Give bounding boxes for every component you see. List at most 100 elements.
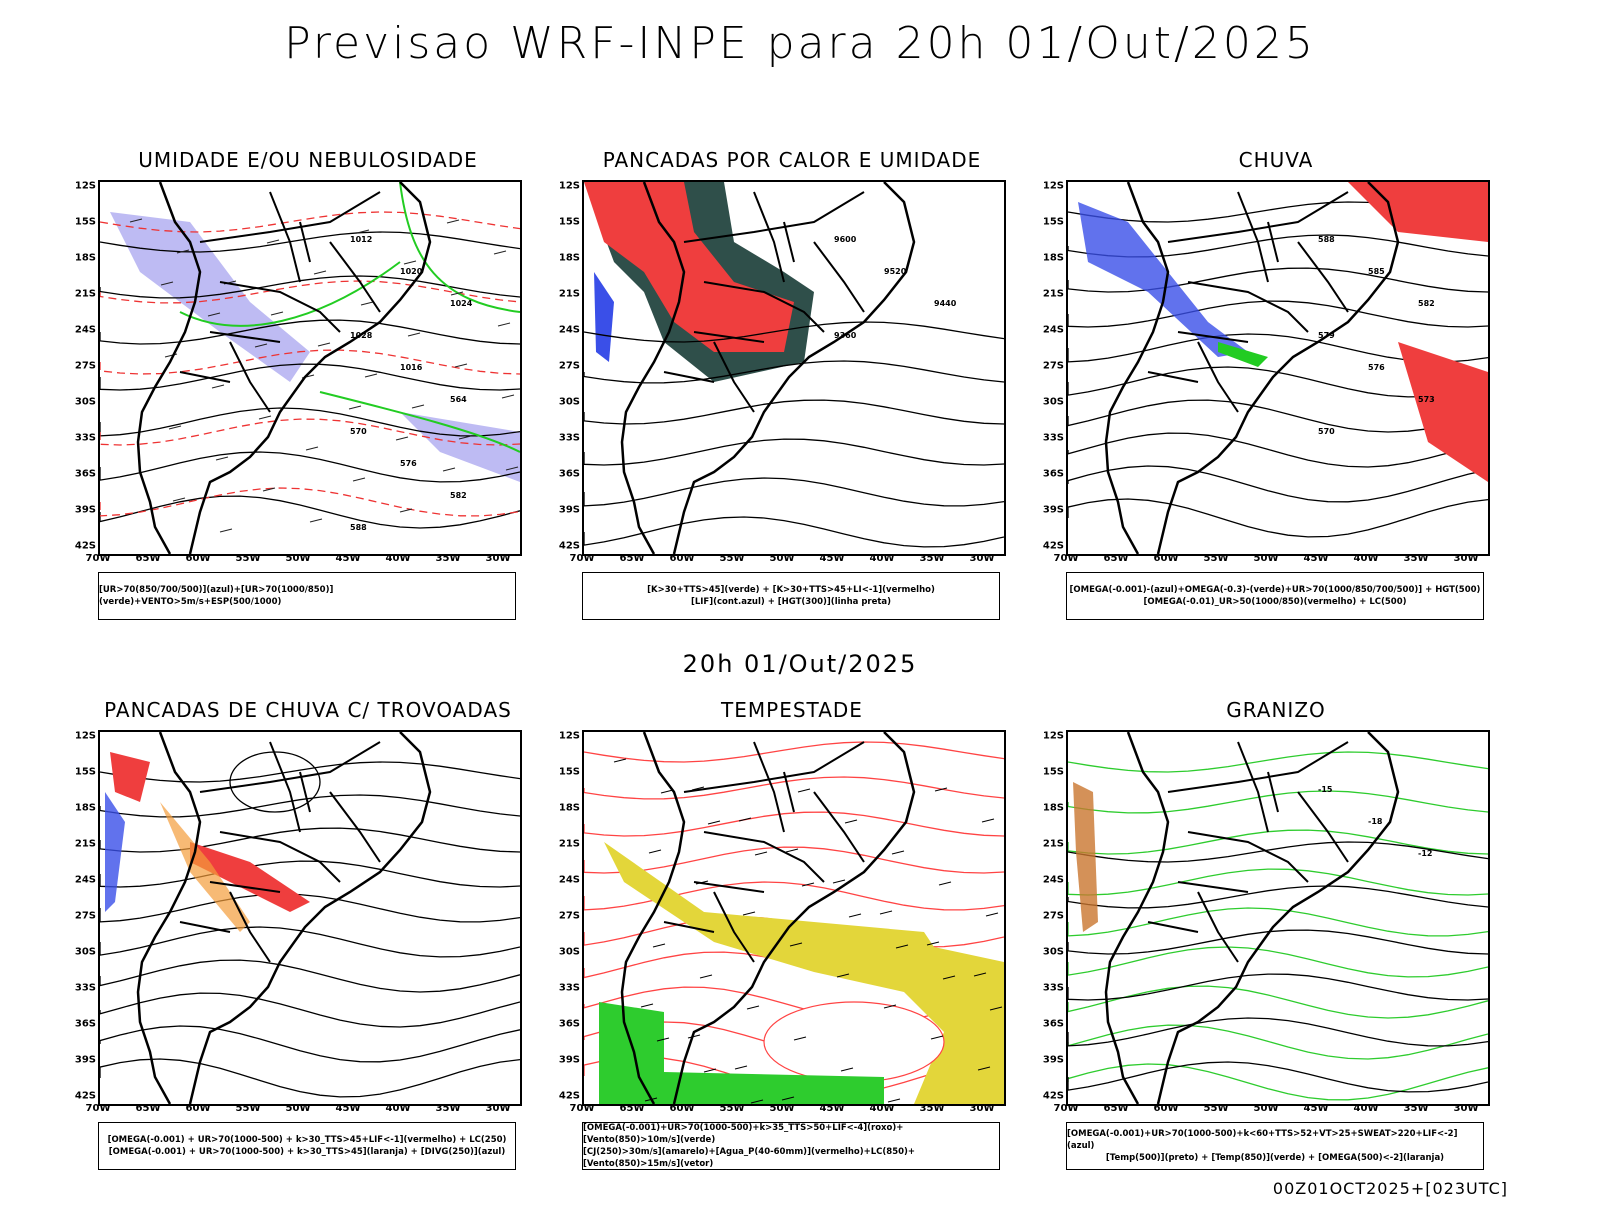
- lon-axis: 70W 65W 60W 55W 50W 45W 40W 35W 30W: [86, 553, 518, 567]
- wind-vector: [172, 497, 186, 502]
- legend-box: [UR>70(850/700/500)](azul)+[UR>70(1000/8…: [98, 572, 516, 620]
- coastline: [1104, 182, 1400, 554]
- state-border: [209, 881, 281, 893]
- state-border: [1167, 741, 1349, 793]
- wind-vector: [742, 911, 756, 916]
- lat-tick-label: 12S: [558, 730, 580, 742]
- panel-title: PANCADAS DE CHUVA C/ TROVOADAS: [104, 698, 512, 722]
- lon-tick-label: 65W: [135, 553, 161, 564]
- lon-tick-label: 70W: [569, 553, 595, 564]
- lon-tick-label: 50W: [285, 553, 311, 564]
- thickness-contour: [100, 211, 520, 233]
- state-border: [269, 191, 301, 283]
- wind-vector: [895, 944, 909, 949]
- wind-vector: [164, 353, 178, 358]
- contour-label: -18: [1368, 817, 1383, 826]
- contour-label: 9600: [834, 235, 857, 244]
- contour-label: 9520: [884, 267, 907, 276]
- lat-axis: 12S 15S 18S 21S 24S 27S 30S 33S 36S 39S 42S: [1034, 180, 1064, 552]
- hgt500-streamline: [1068, 267, 1488, 293]
- lat-tick-label: 42S: [558, 540, 580, 552]
- wind-vector: [656, 1037, 670, 1042]
- temp500-contour: [1068, 973, 1488, 1001]
- hgt500-streamline: [1068, 432, 1488, 468]
- streamline: [100, 860, 520, 888]
- divergence-area-blue: [105, 792, 125, 912]
- temp850-contour-green: [1068, 1024, 1488, 1060]
- lon-tick-label: 40W: [869, 553, 895, 564]
- lon-tick-label: 45W: [335, 1103, 361, 1114]
- lat-tick-label: 15S: [74, 216, 96, 228]
- state-border: [209, 331, 281, 343]
- hgt500-streamline: [1068, 498, 1488, 538]
- lon-tick-label: 40W: [385, 553, 411, 564]
- state-border: [753, 741, 785, 833]
- wind-vector: [313, 270, 327, 275]
- lon-tick-label: 65W: [135, 1103, 161, 1114]
- wind-vector: [942, 975, 956, 980]
- lat-axis: 12S 15S 18S 21S 24S 27S 30S 33S 36S 39S 42S: [1034, 730, 1064, 1102]
- wind-vector: [270, 311, 284, 316]
- omega-area-green: [1218, 342, 1268, 367]
- state-border: [229, 891, 271, 963]
- lon-axis: 70W 65W 60W 55W 50W 45W 40W 35W 30W: [1054, 1103, 1486, 1117]
- lat-tick-label: 30S: [1042, 946, 1064, 958]
- lat-tick-label: 21S: [1042, 838, 1064, 850]
- omega-area-blue: [1078, 202, 1248, 357]
- state-border: [713, 891, 755, 963]
- lon-tick-label: 50W: [769, 553, 795, 564]
- panel-title: GRANIZO: [1226, 698, 1326, 722]
- wind-vector: [129, 218, 143, 223]
- state-border: [199, 741, 381, 793]
- contour-label: 9440: [934, 299, 957, 308]
- panel-chuva: CHUVA 12S 15S 18S 21S 24S 27S 30S 33S 36S 39S 42S …: [1026, 148, 1526, 668]
- lat-tick-label: 15S: [558, 216, 580, 228]
- panel-tempestade: TEMPESTADE 12S 15S 18S 21S 24S 27S 30S 33S 36S 39…: [542, 698, 1042, 1218]
- wind-vector: [797, 788, 811, 793]
- lat-tick-label: 21S: [558, 838, 580, 850]
- pressure-contour: [100, 495, 520, 529]
- temp500-contour: [1068, 1017, 1488, 1047]
- panel-pancadas: PANCADAS POR CALOR E UMIDADE 12S 15S 18S 21…: [542, 148, 1042, 668]
- streamline: [100, 827, 520, 853]
- state-border: [1237, 191, 1269, 283]
- lon-tick-label: 60W: [185, 1103, 211, 1114]
- lon-tick-label: 35W: [1403, 1103, 1429, 1114]
- wind-vector: [360, 301, 374, 306]
- wind-vector: [348, 405, 362, 410]
- lc850-streamline-red: [584, 741, 1004, 763]
- lon-tick-label: 60W: [185, 553, 211, 564]
- hgt500-streamline: [1068, 399, 1488, 433]
- lon-tick-label: 45W: [1303, 1103, 1329, 1114]
- temp850-contour-green: [1068, 868, 1488, 896]
- lat-tick-label: 42S: [1042, 1090, 1064, 1102]
- lat-tick-label: 18S: [1042, 252, 1064, 264]
- legend-box: [OMEGA(-0.001) + UR>70(1000-500) + k>30_…: [98, 1122, 516, 1170]
- lat-tick-label: 24S: [1042, 324, 1064, 336]
- contour-label: 570: [350, 427, 367, 436]
- lat-axis: 12S 15S 18S 21S 24S 27S 30S 33S 36S 39S 42S: [66, 730, 96, 1102]
- wind-vector: [977, 1066, 991, 1071]
- lon-tick-label: 60W: [1153, 553, 1179, 564]
- contour-label: 585: [1368, 267, 1385, 276]
- lat-tick-label: 12S: [74, 730, 96, 742]
- main-title: Previsao WRF-INPE para 20h 01/Out/2025: [284, 18, 1316, 69]
- hgt300-contour: [584, 399, 1004, 425]
- lon-tick-label: 35W: [919, 553, 945, 564]
- lc850-streamline-red: [584, 811, 1004, 837]
- lat-tick-label: 30S: [1042, 396, 1064, 408]
- wind-vector: [981, 818, 995, 823]
- contour-label: 1012: [350, 235, 372, 244]
- lon-tick-label: 50W: [285, 1103, 311, 1114]
- lat-tick-label: 33S: [1042, 432, 1064, 444]
- lon-tick-label: 55W: [235, 1103, 261, 1114]
- lon-tick-label: 35W: [435, 1103, 461, 1114]
- temp500-contour: [1068, 1061, 1488, 1093]
- lat-tick-label: 24S: [558, 324, 580, 336]
- omega500-area-orange: [1073, 782, 1098, 932]
- rain-area-red: [1348, 182, 1488, 242]
- lc850-streamline-red: [584, 776, 1004, 800]
- lon-tick-label: 30W: [1453, 1103, 1479, 1114]
- lat-tick-label: 42S: [74, 540, 96, 552]
- lat-tick-label: 27S: [1042, 910, 1064, 922]
